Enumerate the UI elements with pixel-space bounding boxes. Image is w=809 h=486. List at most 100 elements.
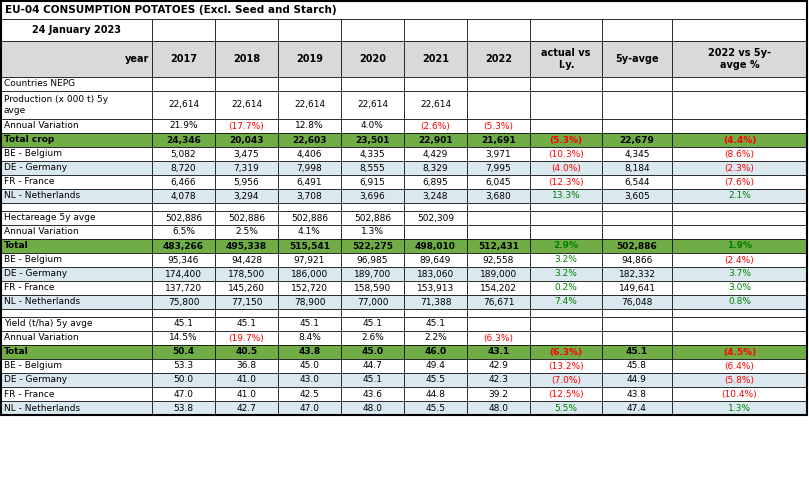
Bar xyxy=(152,161,215,175)
Text: 3.2%: 3.2% xyxy=(554,256,578,264)
Bar xyxy=(152,133,215,147)
Text: 2022 vs 5y-
avge %: 2022 vs 5y- avge % xyxy=(708,48,771,70)
Bar xyxy=(1,253,152,267)
Text: Annual Variation: Annual Variation xyxy=(4,122,78,131)
Text: 3,680: 3,680 xyxy=(485,191,511,201)
Text: 2020: 2020 xyxy=(359,54,386,64)
Text: FR - France: FR - France xyxy=(4,389,54,399)
Bar xyxy=(602,19,672,41)
Bar xyxy=(152,345,215,359)
Text: 3,696: 3,696 xyxy=(360,191,385,201)
Bar xyxy=(152,373,215,387)
Bar xyxy=(530,239,602,253)
Text: Annual Variation: Annual Variation xyxy=(4,333,78,343)
Text: 6,895: 6,895 xyxy=(422,177,448,187)
Bar xyxy=(467,133,530,147)
Text: 71,388: 71,388 xyxy=(420,297,451,307)
Text: (4.5%): (4.5%) xyxy=(723,347,756,357)
Bar xyxy=(672,77,807,91)
Bar xyxy=(530,133,602,147)
Bar xyxy=(1,225,152,239)
Bar xyxy=(215,267,278,281)
Bar xyxy=(404,161,467,175)
Bar xyxy=(152,359,215,373)
Bar xyxy=(530,267,602,281)
Text: 47.4: 47.4 xyxy=(627,403,647,413)
Bar xyxy=(404,91,467,119)
Bar xyxy=(467,175,530,189)
Bar xyxy=(152,189,215,203)
Text: Annual Variation: Annual Variation xyxy=(4,227,78,237)
Bar xyxy=(215,387,278,401)
Bar xyxy=(1,1,807,19)
Text: 40.5: 40.5 xyxy=(235,347,257,357)
Text: 8.4%: 8.4% xyxy=(298,333,321,343)
Bar xyxy=(672,133,807,147)
Bar xyxy=(152,309,215,317)
Text: 44.8: 44.8 xyxy=(426,389,446,399)
Bar xyxy=(602,189,672,203)
Text: 2021: 2021 xyxy=(422,54,449,64)
Text: 2.6%: 2.6% xyxy=(361,333,384,343)
Bar xyxy=(215,211,278,225)
Bar xyxy=(467,189,530,203)
Bar xyxy=(467,225,530,239)
Text: (2.6%): (2.6%) xyxy=(421,122,451,131)
Bar xyxy=(602,41,672,77)
Bar xyxy=(215,331,278,345)
Bar xyxy=(602,359,672,373)
Bar xyxy=(404,331,467,345)
Bar xyxy=(341,267,404,281)
Bar xyxy=(341,295,404,309)
Text: 8,555: 8,555 xyxy=(360,163,385,173)
Text: 3.2%: 3.2% xyxy=(554,270,578,278)
Text: 5,082: 5,082 xyxy=(171,150,197,158)
Bar xyxy=(215,317,278,331)
Text: 3,971: 3,971 xyxy=(485,150,511,158)
Bar xyxy=(602,77,672,91)
Text: BE - Belgium: BE - Belgium xyxy=(4,362,62,370)
Text: 53.8: 53.8 xyxy=(173,403,193,413)
Bar xyxy=(672,161,807,175)
Bar xyxy=(341,345,404,359)
Bar xyxy=(404,267,467,281)
Text: 178,500: 178,500 xyxy=(228,270,265,278)
Text: 2018: 2018 xyxy=(233,54,260,64)
Bar xyxy=(602,253,672,267)
Text: (17.7%): (17.7%) xyxy=(229,122,265,131)
Text: 502,886: 502,886 xyxy=(165,213,202,223)
Bar xyxy=(341,91,404,119)
Text: 7,998: 7,998 xyxy=(297,163,322,173)
Text: 43.1: 43.1 xyxy=(487,347,510,357)
Text: 3,605: 3,605 xyxy=(624,191,650,201)
Text: 45.5: 45.5 xyxy=(426,376,446,384)
Text: 48.0: 48.0 xyxy=(362,403,383,413)
Text: 189,000: 189,000 xyxy=(480,270,517,278)
Bar xyxy=(215,161,278,175)
Bar xyxy=(530,309,602,317)
Bar xyxy=(1,387,152,401)
Bar xyxy=(278,189,341,203)
Bar xyxy=(467,267,530,281)
Text: FR - France: FR - France xyxy=(4,283,54,293)
Text: 45.5: 45.5 xyxy=(426,403,446,413)
Bar xyxy=(1,295,152,309)
Bar xyxy=(467,41,530,77)
Text: 4.0%: 4.0% xyxy=(361,122,384,131)
Text: 45.1: 45.1 xyxy=(426,319,446,329)
Text: (12.3%): (12.3%) xyxy=(549,177,584,187)
Bar xyxy=(278,211,341,225)
Text: 47.0: 47.0 xyxy=(173,389,193,399)
Text: 3,248: 3,248 xyxy=(423,191,448,201)
Text: 45.8: 45.8 xyxy=(627,362,647,370)
Bar xyxy=(152,387,215,401)
Bar xyxy=(152,317,215,331)
Text: NL - Netherlands: NL - Netherlands xyxy=(4,297,80,307)
Bar xyxy=(341,19,404,41)
Bar xyxy=(215,373,278,387)
Bar xyxy=(404,189,467,203)
Text: 78,900: 78,900 xyxy=(294,297,325,307)
Text: 6,544: 6,544 xyxy=(625,177,650,187)
Bar xyxy=(404,317,467,331)
Text: 95,346: 95,346 xyxy=(167,256,199,264)
